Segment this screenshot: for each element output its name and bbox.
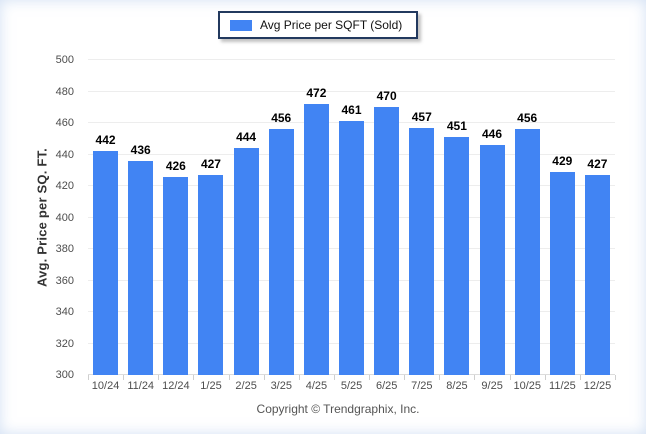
x-tick-label: 3/25: [270, 380, 292, 392]
bar: [584, 174, 610, 375]
bar-value-label: 457: [411, 109, 432, 124]
bar-value-label: 456: [271, 111, 292, 126]
y-tick-label: 400: [55, 211, 74, 224]
bar-slot: 429: [545, 154, 580, 375]
gridline: [88, 90, 615, 92]
x-tick-label: 2/25: [235, 380, 257, 392]
bar-value-label: 427: [200, 156, 221, 171]
bar: [128, 160, 154, 375]
bar-value-label: 446: [482, 127, 503, 142]
bar-value-label: 429: [552, 153, 573, 168]
bar-value-label: 470: [376, 89, 397, 104]
y-tick-label: 320: [55, 337, 74, 350]
bar-value-label: 461: [341, 103, 362, 118]
y-tick-label: 360: [55, 274, 74, 287]
legend-label: Avg Price per SQFT (Sold): [260, 18, 403, 32]
x-axis-tick: [123, 375, 125, 380]
bar-slot: 461: [334, 103, 369, 375]
x-axis-tick: [369, 375, 371, 380]
bar: [374, 107, 400, 375]
legend-swatch: [230, 19, 252, 31]
bar-value-label: 436: [130, 142, 151, 157]
x-axis-tick: [263, 375, 265, 380]
bar: [198, 174, 224, 375]
x-axis-tick: [193, 375, 195, 380]
bar: [338, 121, 364, 375]
x-axis-tick: [439, 375, 441, 380]
x-tick-label: 8/25: [446, 380, 468, 392]
plot-area: 442 436 426 427 444 456 472 461 470 457 451 446 456 4…: [88, 59, 616, 380]
bar-slot: 427: [193, 157, 228, 375]
gridline: [88, 59, 615, 60]
bar: [514, 129, 540, 375]
bar-slot: 426: [158, 159, 193, 375]
x-tick-label: 10/25: [513, 380, 542, 392]
x-tick-label: 10/24: [91, 380, 120, 392]
x-tick-label: 11/25: [549, 380, 576, 392]
y-axis-tick-labels: 300 320 340 360 380 400 420 440 460 480 500: [0, 54, 82, 381]
bar-slot: 444: [229, 130, 264, 375]
x-tick-label: 12/24: [162, 380, 190, 392]
x-axis-tick: [615, 375, 616, 380]
y-tick-label: 460: [55, 117, 74, 129]
bar-slot: 451: [439, 119, 474, 375]
x-tick-label: 5/25: [340, 380, 363, 392]
bar-value-label: 451: [446, 119, 467, 134]
x-axis-tick: [474, 375, 476, 380]
x-axis-tick: [404, 375, 406, 380]
x-axis-tick: [509, 375, 511, 380]
bar: [444, 137, 470, 375]
y-tick-label: 300: [55, 369, 74, 381]
bar-slot: 457: [404, 110, 439, 375]
x-axis-tick: [228, 375, 230, 380]
x-tick-label: 11/24: [127, 380, 155, 392]
bar-slot: 456: [264, 111, 299, 375]
y-tick-label: 500: [55, 54, 74, 66]
x-tick-label: 7/25: [411, 380, 433, 392]
y-tick-label: 380: [55, 243, 74, 255]
bar-slot: 446: [474, 127, 509, 375]
y-tick-label: 340: [55, 306, 74, 318]
x-axis-tick-labels: 10/24 11/24 12/24 1/25 2/25 3/25 4/25 5/25 6/25 7…: [88, 380, 615, 392]
x-tick-label: 1/25: [200, 380, 222, 392]
bar-slot: 470: [369, 89, 404, 375]
x-axis-tick: [579, 375, 581, 380]
bar-slot: 456: [510, 111, 545, 375]
bar: [479, 145, 505, 375]
bar: [268, 129, 294, 375]
bar-value-label: 442: [95, 133, 116, 148]
x-tick-label: 12/25: [583, 380, 612, 392]
y-tick-label: 440: [55, 148, 74, 161]
bar-value-label: 472: [306, 86, 327, 101]
bar-slot: 436: [123, 143, 158, 375]
bar-value-label: 426: [165, 158, 186, 173]
bar-slot: 427: [580, 157, 615, 375]
x-axis-tick: [544, 375, 546, 380]
bar: [93, 151, 119, 375]
y-tick-label: 420: [55, 180, 74, 192]
x-axis-tick: [158, 375, 160, 380]
bar-slot: 472: [299, 86, 334, 375]
bar: [233, 148, 259, 375]
bar-value-label: 456: [517, 111, 538, 126]
x-axis-tick: [298, 375, 300, 380]
bar-value-label: 427: [587, 156, 608, 171]
bar-slot: 442: [88, 133, 123, 375]
y-tick-label: 480: [55, 85, 74, 98]
legend: Avg Price per SQFT (Sold): [218, 11, 419, 39]
bar-value-label: 444: [236, 130, 257, 145]
copyright-text: Copyright © Trendgraphix, Inc.: [256, 402, 420, 416]
x-axis-tick: [88, 375, 89, 380]
x-tick-label: 6/25: [375, 380, 398, 392]
x-tick-label: 9/25: [481, 380, 503, 392]
bar: [163, 176, 189, 375]
x-axis-tick: [333, 375, 335, 380]
bar: [549, 171, 575, 375]
bar: [409, 127, 435, 375]
x-tick-label: 4/25: [305, 380, 328, 392]
bar: [303, 104, 329, 375]
